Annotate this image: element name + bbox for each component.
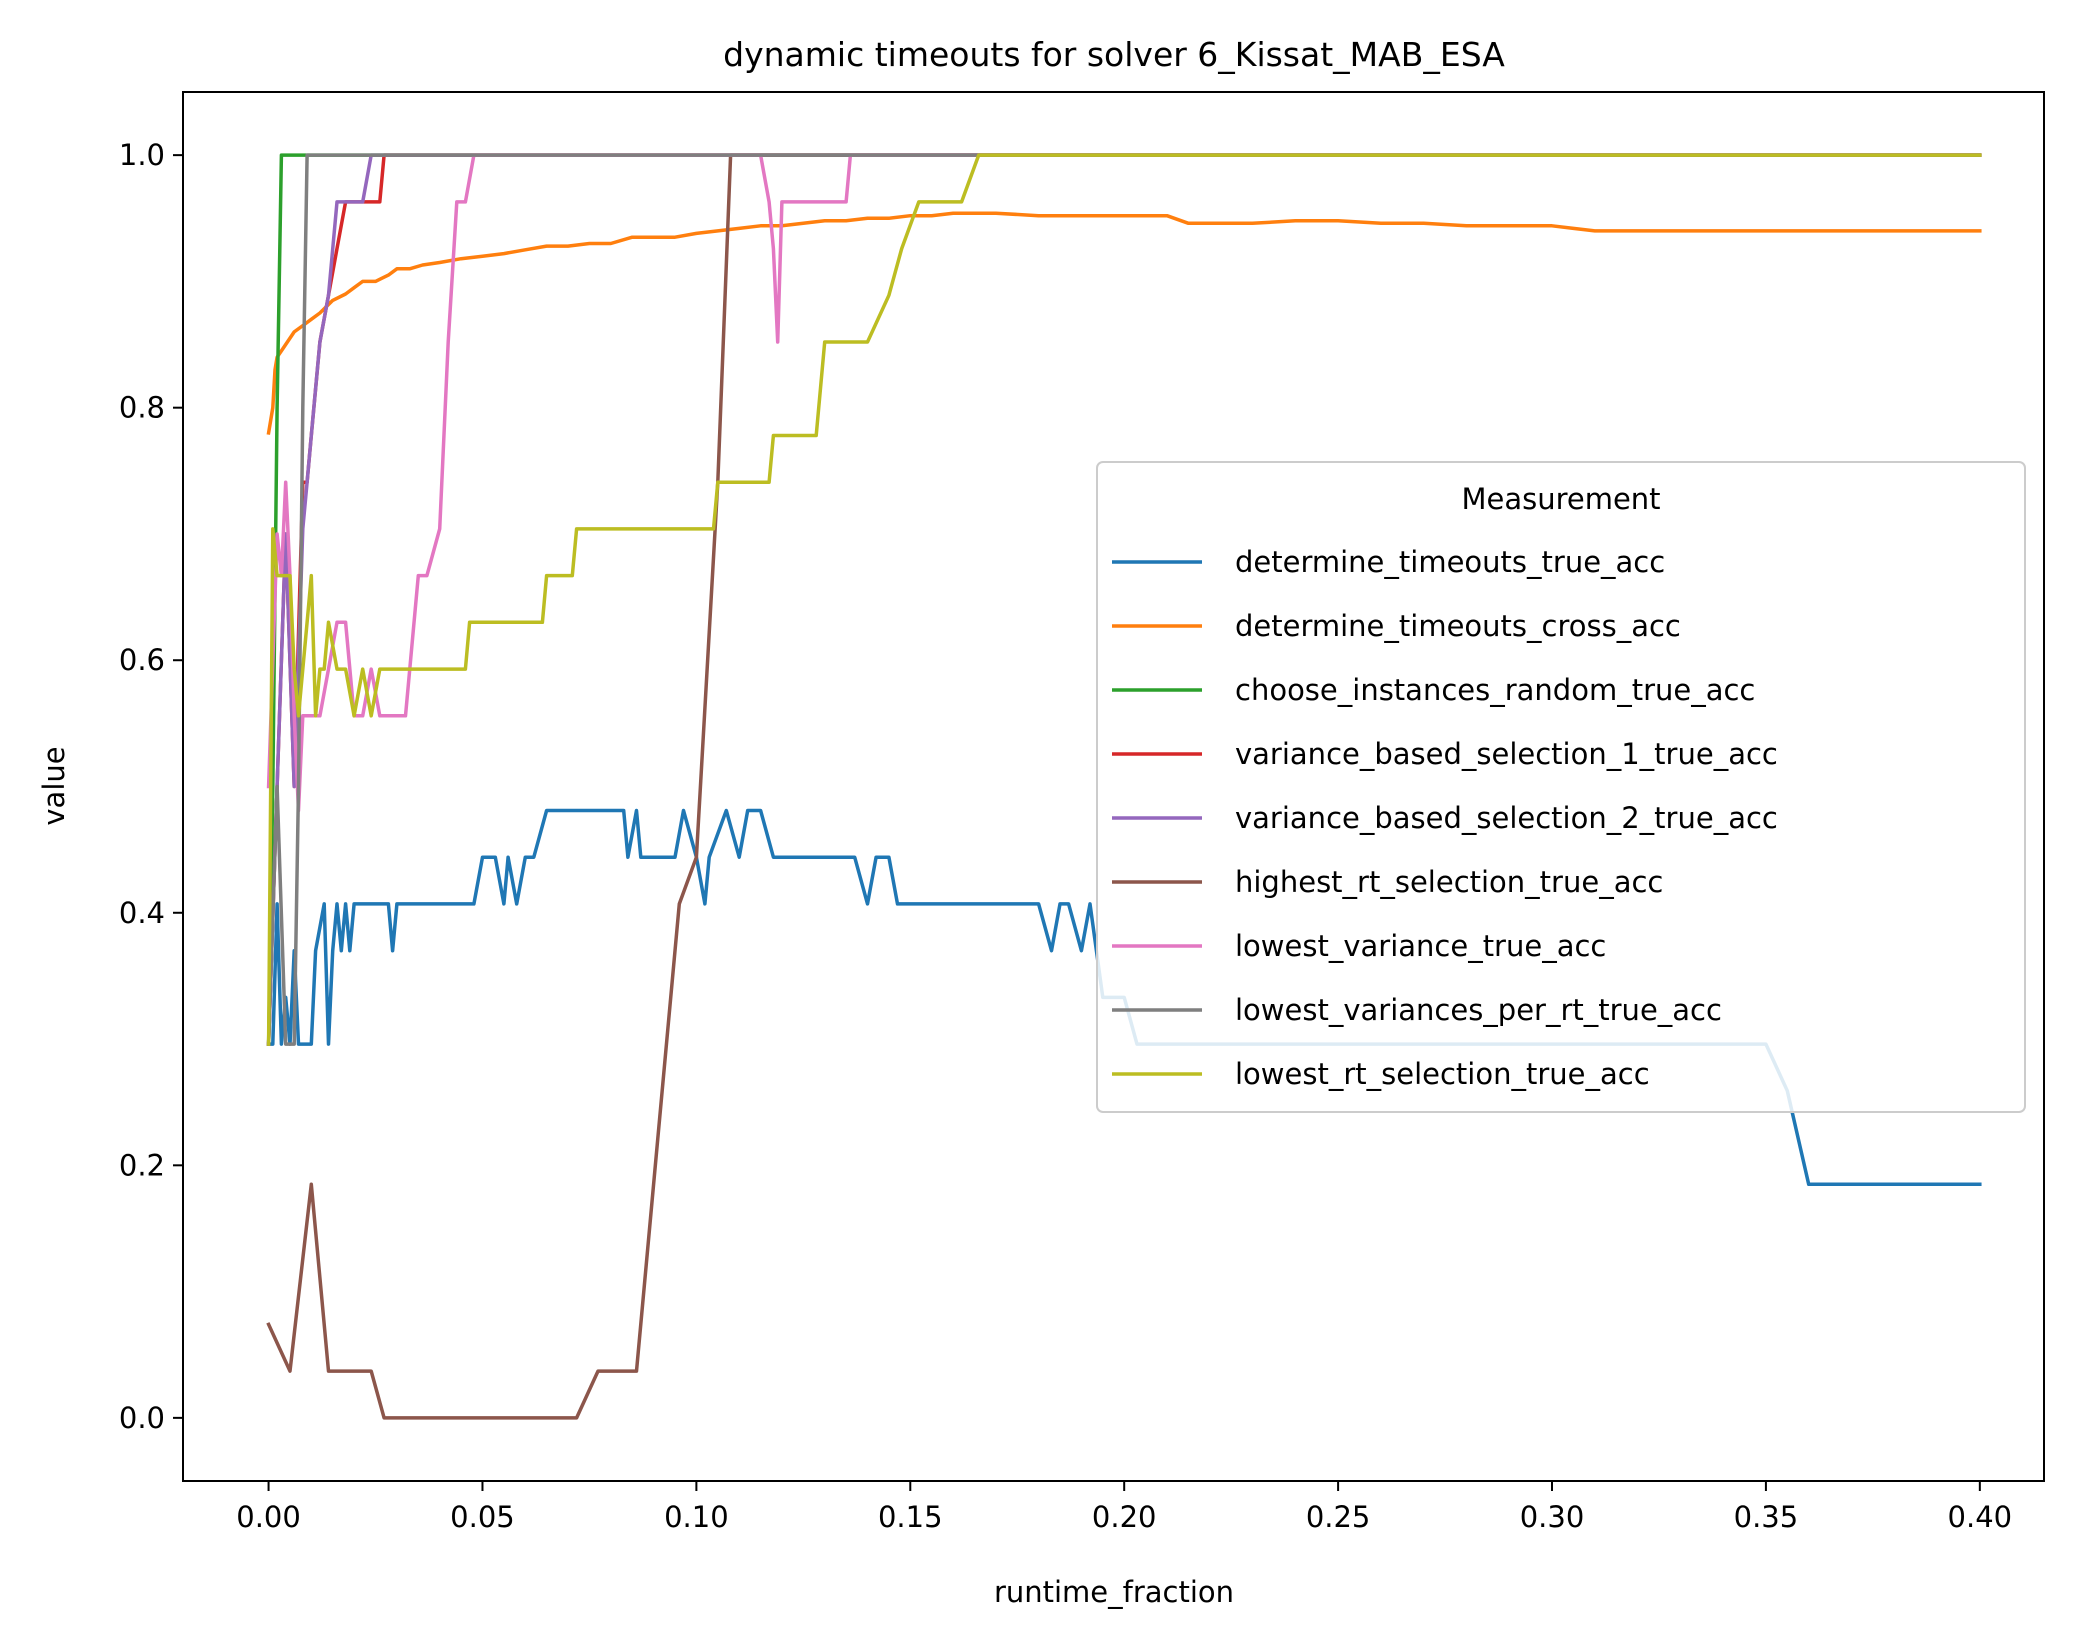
legend-label: lowest_variances_per_rt_true_acc <box>1235 993 1722 1027</box>
x-tick-label: 0.10 <box>664 1500 729 1534</box>
x-axis-ticks: 0.00 0.05 0.10 0.15 0.20 0.25 0.30 0.35 0.40 <box>236 1481 2012 1534</box>
series-line-highest_rt_selection_true_acc <box>266 153 1982 1420</box>
legend-entries: determine_timeouts_true_acc determine_tim… <box>1112 545 1778 1091</box>
x-tick-label: 0.30 <box>1520 1500 1585 1534</box>
y-tick-label: 0.6 <box>119 643 165 677</box>
legend-label: determine_timeouts_cross_acc <box>1235 609 1681 643</box>
y-tick-label: 0.0 <box>119 1401 165 1435</box>
x-tick-label: 0.00 <box>236 1500 301 1534</box>
legend-label: highest_rt_selection_true_acc <box>1235 865 1663 899</box>
x-tick-label: 0.20 <box>1092 1500 1157 1534</box>
legend: Measurement determine_timeouts_true_accd… <box>1096 461 2026 1113</box>
y-axis-label: value <box>37 746 71 825</box>
legend-label: lowest_rt_selection_true_acc <box>1235 1057 1650 1091</box>
x-tick-label: 0.25 <box>1306 1500 1371 1534</box>
x-tick-label: 0.35 <box>1734 1500 1799 1534</box>
legend-title: Measurement <box>1461 482 1660 516</box>
chart-title: dynamic timeouts for solver 6_Kissat_MAB… <box>723 35 1505 74</box>
x-tick-label: 0.40 <box>1948 1500 2013 1534</box>
x-tick-label: 0.05 <box>450 1500 515 1534</box>
series-layer <box>266 153 1982 1420</box>
axes-frame <box>182 91 2045 1482</box>
x-axis-label: runtime_fraction <box>994 1575 1234 1609</box>
plot-area <box>266 153 1982 1420</box>
series-line-variance_based_selection_2_true_acc <box>266 153 1982 1046</box>
series-line-lowest_rt_selection_true_acc <box>266 153 1982 1046</box>
legend-label: variance_based_selection_1_true_acc <box>1235 737 1778 771</box>
y-axis-ticks: 0.0 0.2 0.4 0.6 0.8 1.0 <box>119 138 183 1435</box>
legend-box <box>1096 461 2026 1113</box>
y-tick-label: 0.2 <box>119 1148 165 1182</box>
legend-label: lowest_variance_true_acc <box>1235 929 1606 963</box>
y-tick-label: 1.0 <box>119 138 165 172</box>
legend-label: determine_timeouts_true_acc <box>1235 545 1665 579</box>
legend-label: variance_based_selection_2_true_acc <box>1235 801 1778 835</box>
y-tick-label: 0.4 <box>119 896 165 930</box>
legend-label: choose_instances_random_true_acc <box>1235 673 1755 707</box>
series-line-lowest_variances_per_rt_true_acc <box>266 153 1982 1046</box>
x-tick-label: 0.15 <box>878 1500 943 1534</box>
y-tick-label: 0.8 <box>119 391 165 425</box>
series-line-determine_timeouts_true_acc <box>266 808 1982 1187</box>
